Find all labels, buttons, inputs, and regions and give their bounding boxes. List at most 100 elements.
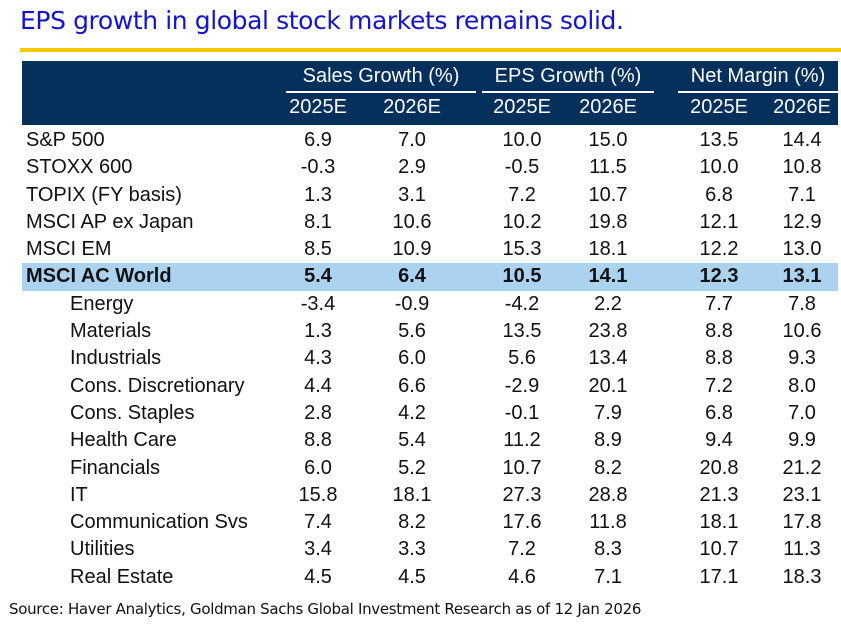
table-cell: 10.5 [502, 265, 542, 288]
header-group-net-margin: Net Margin (%) [678, 65, 838, 93]
table-row: Industrials 4.3 6.0 5.6 13.4 8.8 9.3 [22, 345, 838, 372]
table-cell: 11.5 [589, 156, 627, 179]
table-cell: 10.2 [502, 210, 542, 233]
row-label: Real Estate [70, 565, 174, 588]
table-cell: 6.9 [304, 129, 332, 151]
row-label: TOPIX (FY basis) [26, 183, 182, 206]
table-cell: 12.1 [699, 210, 739, 233]
page-title: EPS growth in global stock markets remai… [20, 6, 624, 35]
row-label: IT [70, 483, 88, 506]
table-cell: 20.1 [588, 374, 628, 397]
table-cell: 5.6 [508, 347, 536, 370]
table-cell: 6.6 [398, 374, 426, 397]
table-row: S&P 500 6.9 7.0 10.0 15.0 13.5 14.4 [22, 127, 838, 154]
table-cell: 12.3 [699, 265, 739, 288]
table-row: Health Care 8.8 5.4 11.2 8.9 9.4 9.9 [22, 427, 838, 454]
table-cell: 9.9 [788, 429, 816, 452]
table-cell: 10.6 [782, 320, 822, 343]
table-row: Financials 6.0 5.2 10.7 8.2 20.8 21.2 [22, 455, 838, 482]
table-cell: 7.4 [304, 511, 332, 534]
table-cell: 10.0 [502, 129, 542, 151]
table-cell: 4.3 [304, 347, 332, 370]
table-cell: 7.8 [788, 292, 816, 315]
table-cell: 7.2 [508, 538, 536, 561]
table-row: Cons. Discretionary 4.4 6.6 -2.9 20.1 7.2 8.0 [22, 373, 838, 400]
table-cell: 6.0 [304, 456, 332, 479]
table-cell: 23.1 [782, 483, 822, 506]
table-row: MSCI EM 8.5 10.9 15.3 18.1 12.2 13.0 [22, 236, 838, 263]
row-label: Energy [70, 292, 134, 315]
table-cell: 7.2 [508, 183, 536, 206]
table-cell: 8.8 [304, 429, 332, 452]
table-cell: 7.0 [398, 129, 426, 151]
table-cell: 20.8 [699, 456, 739, 479]
row-label: Financials [70, 456, 161, 479]
table-cell: 11.8 [589, 511, 627, 534]
row-label: Communication Svs [70, 511, 248, 534]
table-cell: 6.0 [398, 347, 426, 370]
table-row: Materials 1.3 5.6 13.5 23.8 8.8 10.6 [22, 318, 838, 345]
row-label: Cons. Staples [70, 401, 195, 424]
table-cell: 3.3 [398, 538, 426, 561]
header-group-eps-growth: EPS Growth (%) [482, 65, 654, 93]
table-row: Utilities 3.4 3.3 7.2 8.3 10.7 11.3 [22, 536, 838, 563]
row-label: Health Care [70, 429, 177, 452]
table-cell: 8.8 [705, 347, 733, 370]
table-cell: 2.8 [304, 401, 332, 424]
table-cell: 13.0 [782, 238, 822, 261]
table-cell: -0.9 [394, 292, 430, 315]
table-cell: 13.5 [502, 320, 542, 343]
table-cell: 3.4 [304, 538, 332, 561]
table-row-highlighted: MSCI AC World 5.4 6.4 10.5 14.1 12.3 13.1 [22, 263, 838, 291]
table-cell: 14.4 [782, 129, 822, 151]
table-row: Real Estate 4.5 4.5 4.6 7.1 17.1 18.3 [22, 564, 838, 591]
table-cell: 2.2 [594, 292, 622, 315]
table-cell: 4.4 [304, 374, 332, 397]
table-cell: 12.9 [782, 210, 822, 233]
table-cell: 5.4 [398, 429, 426, 452]
data-table: Sales Growth (%) EPS Growth (%) Net Marg… [22, 61, 838, 591]
table-cell: 4.6 [508, 565, 536, 588]
table-cell: 6.8 [705, 183, 733, 206]
table-cell: 13.4 [588, 347, 628, 370]
header-group-sales-growth: Sales Growth (%) [286, 65, 476, 93]
header-year: 2026E [773, 96, 831, 118]
header-year: 2025E [690, 96, 748, 118]
table-cell: -4.2 [504, 292, 540, 315]
header-year: 2025E [289, 96, 347, 118]
table-cell: 7.7 [705, 292, 733, 315]
header-group-label: Sales Growth (%) [302, 65, 460, 87]
row-label: Utilities [70, 538, 135, 561]
table-cell: -0.5 [504, 156, 540, 179]
table-cell: 8.0 [788, 374, 816, 397]
table-cell: 18.3 [782, 565, 822, 588]
table-cell: 13.1 [782, 265, 822, 288]
header-group-underline [286, 91, 476, 93]
table-cell: 15.8 [298, 483, 338, 506]
table-cell: 10.8 [782, 156, 822, 179]
table-cell: -0.3 [300, 156, 336, 179]
table-cell: -3.4 [300, 292, 336, 315]
row-label: MSCI AC World [26, 265, 172, 288]
table-cell: 6.8 [705, 401, 733, 424]
table-cell: 11.3 [783, 538, 821, 561]
table-cell: 7.1 [594, 565, 622, 588]
title-divider [20, 48, 841, 52]
table-cell: 1.3 [304, 320, 332, 343]
table-cell: 8.5 [304, 238, 332, 261]
table-cell: 19.8 [588, 210, 628, 233]
table-cell: 4.2 [398, 401, 426, 424]
table-cell: 13.5 [699, 129, 739, 151]
table-cell: 18.1 [588, 238, 628, 261]
table-cell: 7.2 [705, 374, 733, 397]
table-cell: 5.2 [398, 456, 426, 479]
table-cell: 28.8 [588, 483, 628, 506]
row-label: Cons. Discretionary [70, 374, 245, 397]
table-cell: 8.2 [594, 456, 622, 479]
header-year: 2025E [493, 96, 551, 118]
table-cell: 1.3 [304, 183, 332, 206]
table-cell: 18.1 [699, 511, 739, 534]
table-cell: 8.2 [398, 511, 426, 534]
table-cell: 10.7 [699, 538, 739, 561]
table-cell: 10.0 [699, 156, 739, 179]
